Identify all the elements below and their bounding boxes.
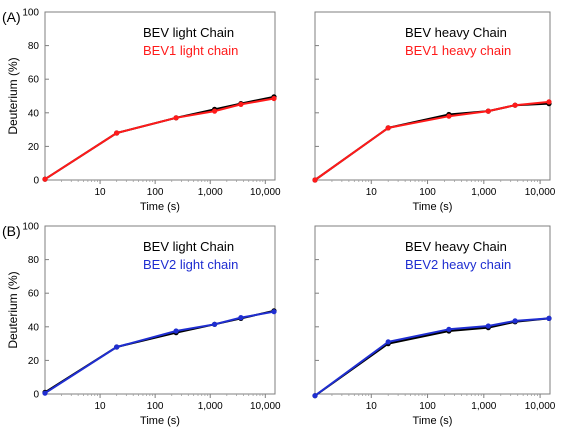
series-variant-point bbox=[173, 328, 179, 334]
x-axis-label: Time (s) bbox=[140, 415, 180, 427]
series-variant-point bbox=[385, 339, 391, 345]
series-variant-line bbox=[44, 97, 275, 181]
y-tick-label: 0 bbox=[33, 176, 39, 187]
chart-panel-a-right: 10 100 1,000 10,000 Time (s) BEV heavy Chain B… bbox=[312, 11, 556, 213]
series-variant-point bbox=[212, 321, 218, 327]
y-tick-label: 40 bbox=[28, 108, 40, 119]
x-axis-label: Time (s) bbox=[413, 201, 453, 213]
series-variant-point bbox=[512, 102, 518, 108]
series-variant-point bbox=[173, 115, 179, 121]
x-tick-label: 10,000 bbox=[525, 187, 556, 198]
legend-entry-reference: BEV light Chain bbox=[143, 239, 234, 254]
series-variant-point bbox=[271, 309, 277, 315]
y-tick-label: 100 bbox=[22, 222, 39, 233]
x-tick-label: 100 bbox=[147, 187, 164, 198]
plot-frame bbox=[314, 11, 551, 181]
legend-entry-reference: BEV heavy Chain bbox=[405, 239, 507, 254]
y-tick-label: 100 bbox=[22, 8, 39, 19]
legend-entry-reference: BEV heavy Chain bbox=[405, 25, 507, 40]
x-tick-label: 1,000 bbox=[198, 401, 223, 412]
chart-panel-b-left: 0 20 40 60 80 100 10 100 1,000 10,000 Time (s) Deut… bbox=[6, 222, 281, 428]
y-tick-label: 0 bbox=[33, 390, 39, 401]
row-label-b: (B) bbox=[2, 223, 21, 239]
series-variant-line bbox=[314, 317, 550, 397]
legend-entry-variant: BEV2 heavy chain bbox=[405, 257, 511, 272]
x-tick-label: 1,000 bbox=[471, 401, 496, 412]
series-variant-point bbox=[512, 318, 518, 324]
series-reference-line bbox=[44, 309, 275, 394]
x-tick-label: 10 bbox=[366, 187, 378, 198]
y-tick-label: 80 bbox=[28, 255, 40, 266]
series-variant-line bbox=[44, 310, 275, 395]
y-tick-label: 40 bbox=[28, 322, 40, 333]
x-tick-label: 10 bbox=[366, 401, 378, 412]
x-tick-label: 10,000 bbox=[525, 401, 556, 412]
x-tick-label: 10,000 bbox=[250, 187, 281, 198]
series-variant-point bbox=[446, 113, 452, 119]
series-variant-point bbox=[238, 101, 244, 107]
plot-frame bbox=[314, 225, 551, 395]
chart-panel-b-right: 10 100 1,000 10,000 Time (s) BEV heavy Chain B… bbox=[312, 225, 556, 427]
series-variant-point bbox=[42, 176, 48, 182]
series-variant-point bbox=[238, 315, 244, 321]
y-axis-label: Deuterium (%) bbox=[6, 57, 20, 134]
chart-panel-a-left: 0 20 40 60 80 100 10 100 1,000 10,000 Time (s) Deut… bbox=[6, 8, 281, 214]
series-variant-point bbox=[385, 125, 391, 131]
series-variant-point bbox=[271, 95, 277, 102]
series-variant-point bbox=[546, 315, 552, 321]
x-tick-label: 100 bbox=[419, 401, 436, 412]
series-variant-point bbox=[485, 108, 491, 114]
y-tick-label: 60 bbox=[28, 75, 40, 86]
x-tick-label: 1,000 bbox=[471, 187, 496, 198]
series-variant-line bbox=[314, 100, 550, 181]
x-tick-label: 100 bbox=[419, 187, 436, 198]
legend-entry-reference: BEV light Chain bbox=[143, 25, 234, 40]
series-variant-point bbox=[485, 323, 491, 329]
series-reference-line bbox=[314, 102, 550, 181]
series-variant-point bbox=[114, 130, 120, 136]
y-axis-label: Deuterium (%) bbox=[6, 271, 20, 348]
x-tick-label: 10 bbox=[95, 401, 107, 412]
x-tick-label: 100 bbox=[147, 401, 164, 412]
y-tick-label: 20 bbox=[28, 142, 40, 153]
row-label-a: (A) bbox=[2, 9, 21, 25]
legend-entry-variant: BEV1 heavy chain bbox=[405, 43, 511, 58]
series-reference-line bbox=[314, 317, 550, 397]
y-tick-label: 60 bbox=[28, 289, 40, 300]
series-variant-point bbox=[212, 108, 218, 114]
x-axis-label: Time (s) bbox=[140, 201, 180, 213]
x-tick-label: 1,000 bbox=[198, 187, 223, 198]
y-tick-label: 20 bbox=[28, 356, 40, 367]
series-variant-point bbox=[446, 326, 452, 332]
series-variant-point bbox=[546, 99, 552, 105]
series-variant-point bbox=[114, 344, 120, 350]
x-tick-label: 10 bbox=[95, 187, 107, 198]
legend-entry-variant: BEV2 light chain bbox=[143, 257, 238, 272]
y-tick-label: 80 bbox=[28, 41, 40, 52]
legend-entry-variant: BEV1 light chain bbox=[143, 43, 238, 58]
series-variant-point bbox=[312, 177, 318, 183]
series-reference-line bbox=[44, 95, 275, 181]
series-variant-point bbox=[312, 393, 318, 399]
x-axis-label: Time (s) bbox=[413, 415, 453, 427]
series-variant-point bbox=[42, 390, 48, 396]
x-tick-label: 10,000 bbox=[250, 401, 281, 412]
